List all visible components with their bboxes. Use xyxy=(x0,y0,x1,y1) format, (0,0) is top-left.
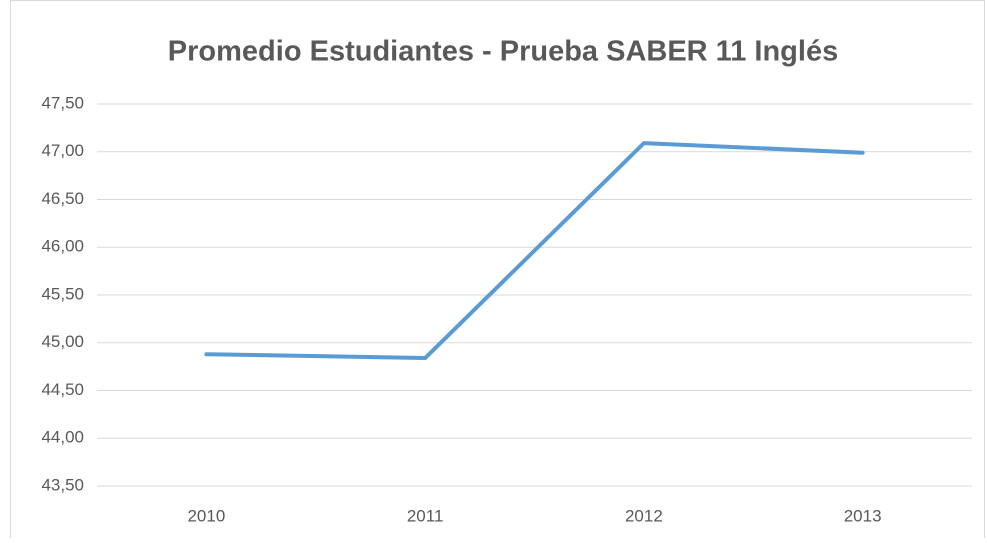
y-tick-label: 43,50 xyxy=(41,475,84,494)
y-tick-label: 47,00 xyxy=(41,141,84,160)
x-tick-label: 2010 xyxy=(187,506,225,525)
x-tick-label: 2013 xyxy=(844,506,882,525)
y-tick-label: 45,50 xyxy=(41,284,84,303)
chart-border xyxy=(10,0,985,543)
y-tick-label: 46,00 xyxy=(41,237,84,256)
chart-title: Promedio Estudiantes - Prueba SABER 11 I… xyxy=(168,36,838,68)
x-tick-label: 2011 xyxy=(407,506,444,525)
line-series xyxy=(204,141,865,361)
y-tick-label: 46,50 xyxy=(41,189,84,208)
y-tick-label: 44,00 xyxy=(41,428,84,447)
y-tick-label: 44,50 xyxy=(41,380,84,399)
y-tick-label: 45,00 xyxy=(41,332,84,351)
y-tick-label: 47,50 xyxy=(41,93,84,112)
x-tick-label: 2012 xyxy=(625,506,663,525)
